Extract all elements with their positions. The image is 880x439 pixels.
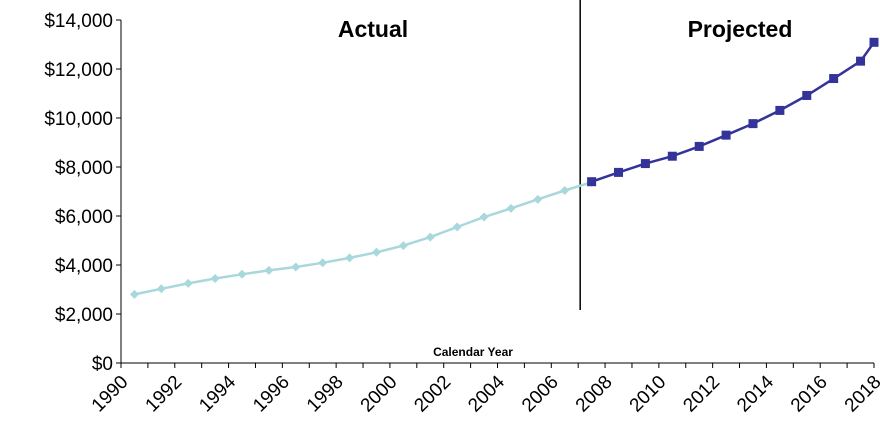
data-point — [425, 232, 435, 242]
data-point — [640, 159, 650, 169]
x-tick-label: 2008 — [572, 372, 617, 417]
data-point — [291, 262, 301, 272]
data-point — [856, 56, 866, 66]
x-tick-label: 1994 — [195, 371, 240, 416]
y-tick-label: $4,000 — [55, 256, 113, 277]
data-point — [587, 177, 597, 187]
series-actual — [129, 177, 597, 299]
data-point — [775, 105, 785, 115]
data-point — [183, 278, 193, 288]
data-point — [479, 212, 489, 222]
data-point — [829, 74, 839, 84]
y-tick-label: $8,000 — [55, 158, 113, 179]
data-point — [129, 289, 139, 299]
x-tick-label: 2000 — [357, 372, 402, 417]
x-tick-label: 2012 — [679, 372, 724, 417]
series-line — [591, 41, 876, 183]
data-point — [318, 258, 328, 268]
data-point — [869, 37, 879, 47]
x-tick-label: 2014 — [733, 371, 778, 416]
y-tick-label: $6,000 — [55, 207, 113, 228]
data-point — [614, 167, 624, 177]
y-tick-label: $12,000 — [44, 60, 113, 81]
y-tick-label: $0 — [92, 354, 113, 375]
x-tick-label: 2010 — [626, 372, 671, 417]
y-tick-label: $14,000 — [44, 11, 113, 32]
actual-section-label: Actual — [338, 16, 408, 42]
projected-section-label: Projected — [688, 16, 793, 42]
x-tick-label: 2016 — [787, 372, 832, 417]
x-tick-labels: 1990 1992 1994 1996 1998 2000 2002 2004 2006 2008… — [88, 371, 880, 416]
data-point — [667, 151, 677, 161]
y-tick-labels: $0 $2,000 $4,000 $6,000 $8,000 $10,000 $12,000… — [44, 11, 113, 375]
data-point — [802, 90, 812, 100]
x-tick-label: 1992 — [142, 372, 187, 417]
series-projected — [587, 37, 879, 187]
data-point — [748, 119, 758, 129]
series-line — [134, 181, 592, 296]
x-tick-label: 2002 — [411, 372, 456, 417]
data-point — [156, 284, 166, 294]
data-point — [237, 269, 247, 279]
x-tick-label: 2018 — [841, 372, 880, 417]
x-tick-label: 1990 — [88, 372, 133, 417]
data-point — [452, 222, 462, 232]
series-layer — [129, 37, 879, 299]
data-point — [533, 194, 543, 204]
data-point — [694, 141, 704, 151]
x-axis-label: Calendar Year — [433, 345, 513, 359]
x-tick-label: 1998 — [303, 372, 348, 417]
data-point — [398, 241, 408, 251]
data-point — [560, 186, 570, 196]
data-point — [210, 273, 220, 283]
x-tick-label: 1996 — [249, 372, 294, 417]
data-point — [506, 203, 516, 213]
data-point — [371, 247, 381, 257]
data-point — [721, 130, 731, 140]
x-tick-label: 2006 — [518, 372, 563, 417]
data-point — [264, 265, 274, 275]
axes — [116, 0, 875, 368]
y-tick-label: $10,000 — [44, 109, 113, 130]
data-point — [345, 253, 355, 263]
x-tick-label: 2004 — [464, 371, 509, 416]
y-tick-label: $2,000 — [55, 305, 113, 326]
